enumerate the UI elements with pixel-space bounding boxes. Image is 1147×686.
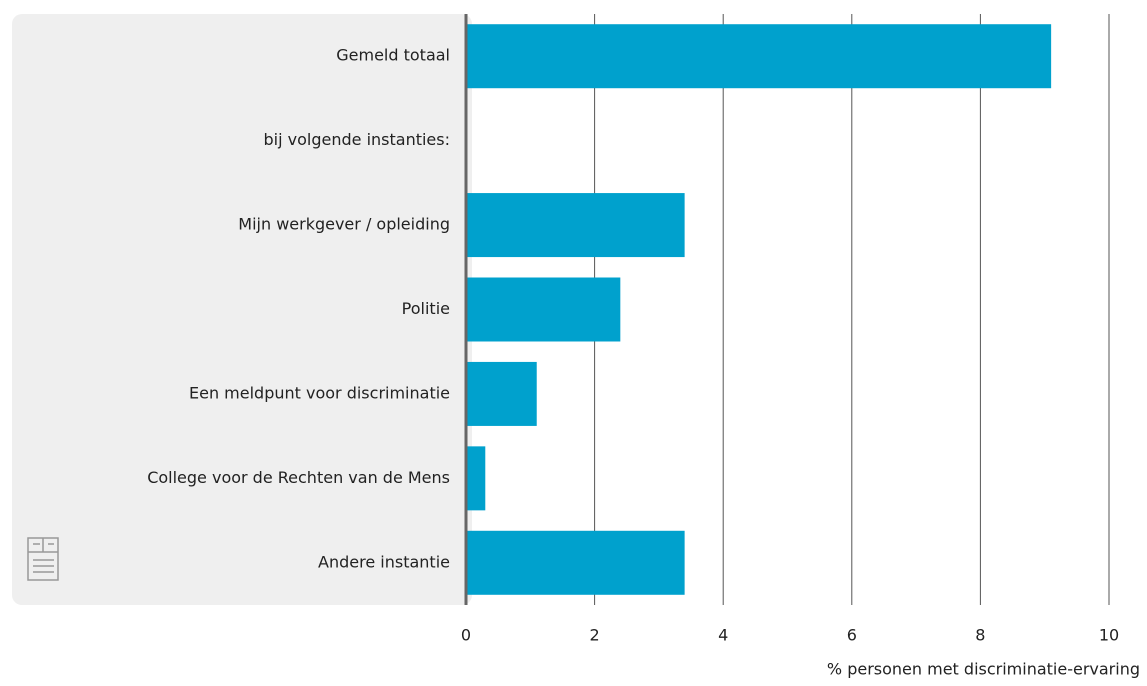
x-tick-label: 8 <box>975 626 985 645</box>
x-tick-label: 4 <box>718 626 728 645</box>
bar <box>466 361 537 426</box>
x-tick-label: 0 <box>461 626 471 645</box>
y-tick-label: Een meldpunt voor discriminatie <box>189 383 450 402</box>
bar <box>466 193 685 258</box>
logo <box>27 537 59 581</box>
bar <box>466 24 1052 89</box>
bar <box>466 530 685 595</box>
y-tick-label: Politie <box>402 299 450 318</box>
bar <box>466 446 486 511</box>
y-tick-label: Mijn werkgever / opleiding <box>238 215 450 234</box>
y-tick-label: College voor de Rechten van de Mens <box>147 468 450 487</box>
label-panel <box>12 14 472 605</box>
y-tick-label: Gemeld totaal <box>336 46 450 65</box>
y-tick-label: Andere instantie <box>318 552 450 571</box>
x-tick-label: 2 <box>590 626 600 645</box>
x-axis-label: % personen met discriminatie-ervaring <box>827 660 1140 679</box>
x-tick-label: 10 <box>1099 626 1119 645</box>
y-tick-label: bij volgende instanties: <box>264 130 451 149</box>
bar <box>466 277 621 342</box>
x-tick-label: 6 <box>847 626 857 645</box>
